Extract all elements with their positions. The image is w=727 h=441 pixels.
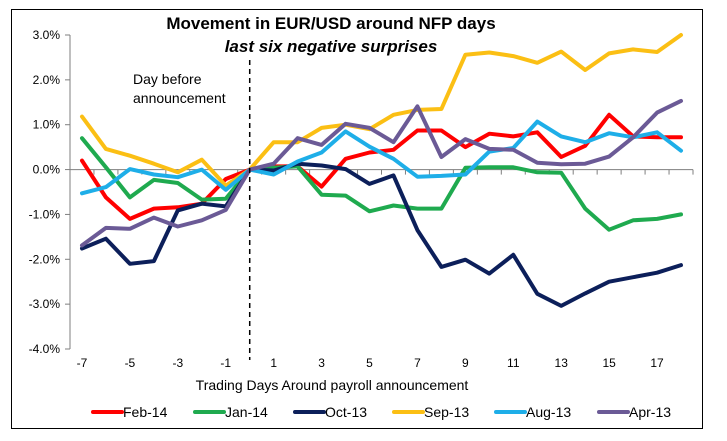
chart-subtitle: last six negative surprises <box>225 37 438 56</box>
x-tick-label: 5 <box>366 356 373 370</box>
legend-item-aug-13: Aug-13 <box>494 404 571 420</box>
y-tick-label: -3.0% <box>29 297 61 311</box>
y-tick-label: 3.0% <box>33 28 61 42</box>
annotation-line-2: announcement <box>133 90 226 106</box>
legend-label: Sep-13 <box>424 404 469 420</box>
x-tick-label: 13 <box>555 356 569 370</box>
series-lines <box>80 33 683 308</box>
legend-item-apr-13: Apr-13 <box>597 404 671 420</box>
x-tick-label: 17 <box>650 356 664 370</box>
x-tick-label: -7 <box>77 356 88 370</box>
x-tick-label: 7 <box>414 356 421 370</box>
x-axis-label: Trading Days Around payroll announcement <box>196 377 469 393</box>
x-tick-label: 15 <box>602 356 616 370</box>
x-tick-label: 1 <box>270 356 277 370</box>
legend-item-jan-14: Jan-14 <box>193 404 268 420</box>
y-tick-label: -4.0% <box>29 342 61 356</box>
legend-item-feb-14: Feb-14 <box>91 404 168 420</box>
series-line-oct-13 <box>80 161 683 308</box>
legend-label: Jan-14 <box>225 404 268 420</box>
x-tick-label: 9 <box>462 356 469 370</box>
series-line-feb-14 <box>80 112 683 221</box>
legend-label: Apr-13 <box>629 404 671 420</box>
chart-title: Movement in EUR/USD around NFP days <box>166 14 495 33</box>
y-axis: 3.0% 2.0% 1.0% 0.0% -1.0% -2.0% -3.0% -4.0% <box>29 28 71 356</box>
x-tick-label: -3 <box>172 356 183 370</box>
x-tick-label: 11 <box>507 356 520 370</box>
series-line-sep-13 <box>80 33 683 188</box>
legend: Feb-14 Jan-14 Oct-13 Sep-13 Aug-13 Apr-13 <box>91 404 671 420</box>
x-tick-label: 3 <box>318 356 325 370</box>
legend-label: Feb-14 <box>123 404 168 420</box>
chart-frame <box>11 9 703 429</box>
series-line-aug-13 <box>80 119 683 196</box>
y-tick-label: -2.0% <box>29 252 61 266</box>
series-line-apr-13 <box>80 98 683 248</box>
legend-item-oct-13: Oct-13 <box>293 404 367 420</box>
y-tick-label: 2.0% <box>33 73 61 87</box>
x-axis: -7 -5 -3 -1 1 3 5 7 9 11 13 15 17 <box>70 169 694 370</box>
annotation-line-1: Day before <box>133 71 202 87</box>
y-tick-label: 0.0% <box>33 163 61 177</box>
y-tick-label: -1.0% <box>29 207 61 221</box>
legend-label: Aug-13 <box>526 404 571 420</box>
x-tick-label: -5 <box>125 356 136 370</box>
legend-item-sep-13: Sep-13 <box>392 404 469 420</box>
legend-label: Oct-13 <box>325 404 367 420</box>
x-tick-label: -1 <box>220 356 231 370</box>
series-line-jan-14 <box>80 136 683 232</box>
y-tick-label: 1.0% <box>33 118 61 132</box>
